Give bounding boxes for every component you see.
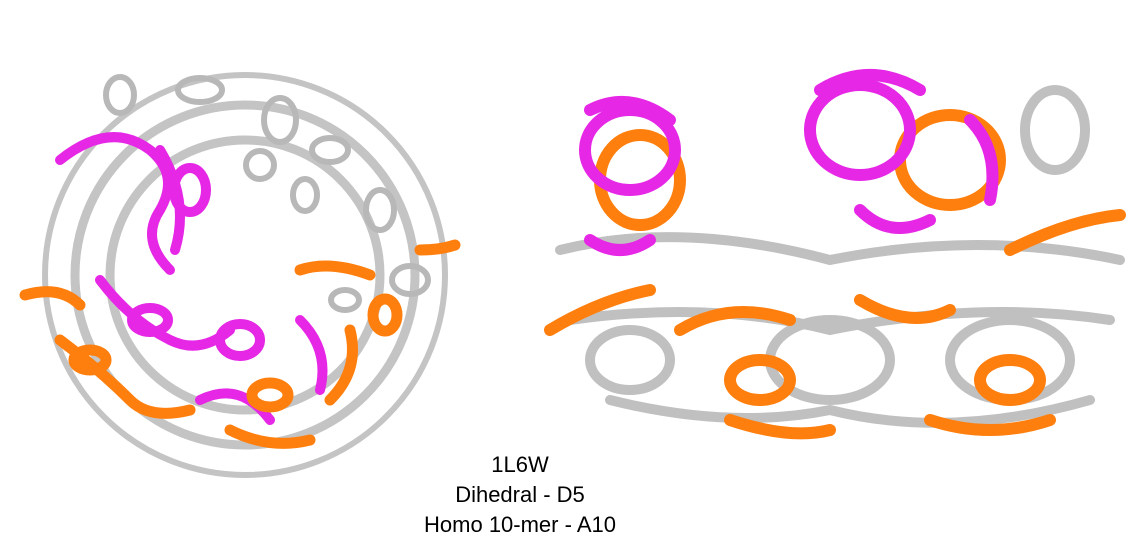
side-magenta-chain (579, 69, 999, 256)
caption-symmetry: Dihedral - D5 (455, 482, 585, 507)
protein-top-view-image (19, 72, 461, 478)
side-gray-backbone (555, 85, 1125, 428)
ring-gray-backbone (42, 72, 448, 478)
caption: 1L6W Dihedral - D5 Homo 10-mer - A10 (0, 450, 1040, 540)
gray-helices (103, 74, 431, 313)
magenta-chain (55, 132, 328, 425)
protein-side-view-image (544, 69, 1126, 440)
caption-stoichiometry: Homo 10-mer - A10 (424, 512, 616, 537)
caption-pdb-id: 1L6W (491, 452, 549, 477)
orange-chain (19, 239, 461, 449)
